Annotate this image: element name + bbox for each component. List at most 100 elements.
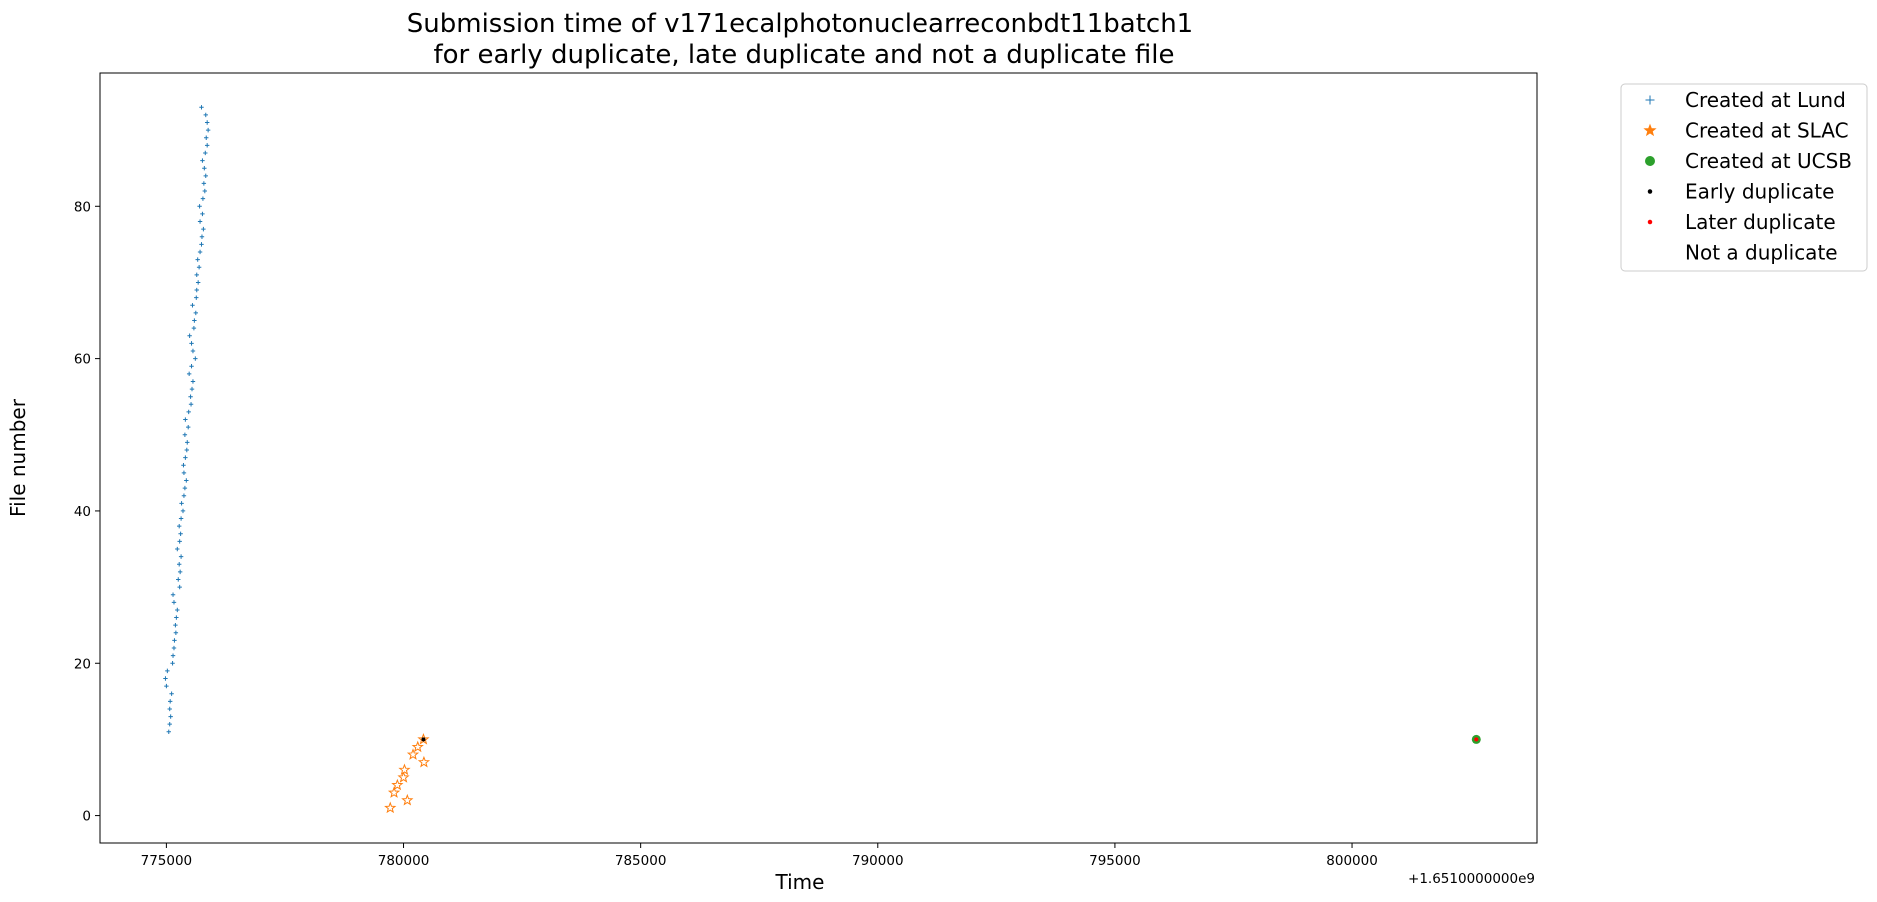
point-slac-6 bbox=[417, 755, 431, 768]
point-lund-12 bbox=[172, 638, 177, 643]
point-lund-32 bbox=[182, 485, 188, 491]
x-axis-ticks: 775000 780000 785000 790000 795000 800000 bbox=[141, 843, 1378, 869]
y-tick-label-2: 40 bbox=[74, 504, 91, 520]
x-axis-label: Time bbox=[775, 870, 825, 894]
y-tick-label-0: 0 bbox=[82, 809, 91, 825]
point-lund-9 bbox=[170, 661, 175, 666]
point-lund-59 bbox=[195, 280, 201, 285]
point-lund-63 bbox=[197, 249, 203, 255]
point-lund-3 bbox=[167, 706, 172, 712]
legend-label-not-duplicate: Not a duplicate bbox=[1685, 241, 1838, 265]
point-slac-4 bbox=[397, 771, 410, 783]
point-slac-2 bbox=[387, 786, 401, 798]
point-lund-38 bbox=[185, 440, 190, 445]
point-lund-41 bbox=[183, 417, 188, 422]
series-lund bbox=[163, 105, 211, 735]
point-lund-7 bbox=[163, 676, 168, 681]
point-lund-15 bbox=[174, 615, 179, 620]
point-lund-16 bbox=[175, 607, 180, 613]
legend-label-ucsb: Created at UCSB bbox=[1685, 149, 1852, 173]
point-lund-4 bbox=[167, 699, 173, 704]
legend-entry-ucsb: Created at UCSB bbox=[1645, 149, 1852, 173]
x-axis-offset-label: +1.6510000000e9 bbox=[1408, 871, 1535, 887]
point-lund-28 bbox=[178, 516, 184, 521]
point-lund-35 bbox=[181, 463, 186, 468]
point-lund-75 bbox=[200, 158, 205, 163]
legend-marker-lund bbox=[1645, 95, 1655, 105]
point-lund-42 bbox=[186, 409, 191, 415]
point-lund-13 bbox=[173, 630, 179, 635]
legend-entry-lund: Created at Lund bbox=[1645, 88, 1846, 112]
point-lund-52 bbox=[187, 333, 192, 338]
point-lund-46 bbox=[190, 379, 196, 384]
x-tick-label-0: 775000 bbox=[141, 853, 193, 869]
point-lund-18 bbox=[170, 592, 176, 597]
point-lund-70 bbox=[200, 196, 206, 201]
point-lund-37 bbox=[184, 447, 189, 453]
point-lund-68 bbox=[200, 211, 205, 217]
point-lund-69 bbox=[197, 204, 202, 209]
point-lund-14 bbox=[173, 622, 178, 628]
x-tick-label-3: 790000 bbox=[852, 853, 904, 869]
plot-marks bbox=[163, 105, 1481, 814]
point-lund-56 bbox=[190, 303, 195, 308]
y-tick-label-4: 80 bbox=[74, 199, 91, 215]
legend-label-later-duplicate: Later duplicate bbox=[1685, 210, 1836, 234]
point-lund-30 bbox=[179, 501, 184, 506]
point-lund-51 bbox=[189, 341, 194, 346]
y-tick-label-3: 60 bbox=[74, 352, 91, 368]
point-lund-22 bbox=[177, 562, 182, 567]
point-lund-65 bbox=[199, 234, 205, 239]
legend-label-early-duplicate: Early duplicate bbox=[1685, 180, 1834, 204]
point-lund-17 bbox=[171, 600, 177, 605]
series-slac bbox=[384, 732, 431, 814]
point-lund-60 bbox=[194, 272, 199, 278]
legend-marker-ucsb bbox=[1645, 156, 1655, 166]
point-early-duplicate-0 bbox=[421, 737, 426, 742]
legend-label-lund: Created at Lund bbox=[1685, 88, 1846, 112]
point-lund-58 bbox=[194, 287, 199, 293]
point-lund-48 bbox=[189, 364, 194, 369]
legend-label-slac: Created at SLAC bbox=[1685, 119, 1849, 143]
point-lund-31 bbox=[181, 493, 187, 498]
point-lund-49 bbox=[193, 356, 198, 361]
series-early-duplicate bbox=[421, 737, 426, 742]
point-later-duplicate-0 bbox=[1474, 737, 1479, 742]
point-lund-11 bbox=[171, 645, 177, 651]
point-lund-80 bbox=[204, 120, 210, 125]
legend-marker-slac bbox=[1643, 123, 1657, 137]
point-lund-53 bbox=[191, 325, 197, 331]
point-slac-8 bbox=[411, 740, 424, 753]
point-lund-26 bbox=[178, 531, 183, 536]
point-slac-7 bbox=[406, 748, 420, 760]
point-lund-44 bbox=[188, 394, 193, 399]
point-lund-8 bbox=[165, 668, 170, 674]
x-tick-label-4: 795000 bbox=[1089, 853, 1141, 869]
point-lund-24 bbox=[175, 546, 180, 552]
point-slac-3 bbox=[391, 778, 404, 791]
chart-title: Submission time of v171ecalphotonuclearr… bbox=[407, 9, 1193, 70]
chart-title-line-1: Submission time of v171ecalphotonuclearr… bbox=[407, 9, 1193, 39]
point-slac-5 bbox=[398, 763, 411, 776]
legend-entry-slac: Created at SLAC bbox=[1643, 119, 1849, 143]
point-lund-77 bbox=[204, 143, 210, 148]
y-tick-label-1: 20 bbox=[74, 656, 91, 672]
point-lund-43 bbox=[188, 402, 194, 407]
point-lund-74 bbox=[202, 166, 207, 171]
point-lund-6 bbox=[164, 683, 169, 689]
point-lund-40 bbox=[186, 424, 191, 430]
point-lund-36 bbox=[183, 455, 188, 460]
point-lund-0 bbox=[166, 729, 171, 735]
point-lund-62 bbox=[195, 257, 200, 262]
legend-marker-later-duplicate bbox=[1647, 219, 1653, 225]
point-lund-50 bbox=[190, 348, 196, 354]
plot-frame bbox=[99, 72, 1538, 844]
point-lund-29 bbox=[180, 508, 186, 514]
series-later-duplicate bbox=[1474, 737, 1479, 742]
y-axis-ticks: 0 20 40 60 80 bbox=[74, 199, 100, 825]
x-tick-label-1: 780000 bbox=[378, 853, 430, 869]
point-lund-39 bbox=[182, 432, 188, 437]
point-slac-1 bbox=[401, 793, 414, 806]
point-lund-73 bbox=[203, 173, 208, 179]
point-lund-57 bbox=[194, 295, 199, 300]
